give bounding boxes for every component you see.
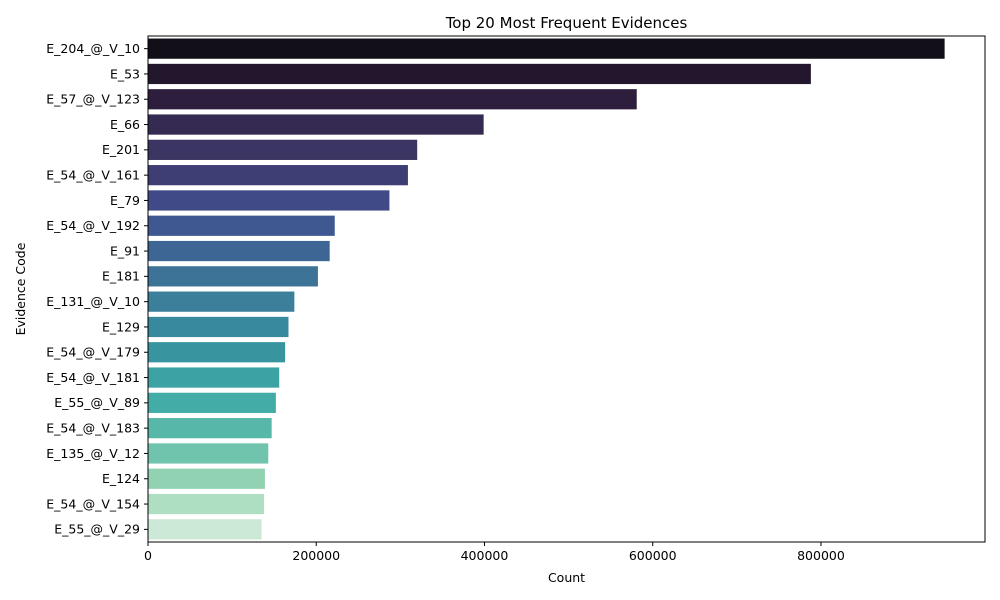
plot-area-frame xyxy=(147,35,986,543)
bar-E_91 xyxy=(148,240,330,262)
y-tick-label: E_54_@_V_179 xyxy=(46,345,140,360)
y-tick-label: E_204_@_V_10 xyxy=(46,41,140,56)
bar-E_53 xyxy=(148,63,811,85)
y-tick-label: E_131_@_V_10 xyxy=(46,294,140,309)
y-tick-label: E_91 xyxy=(110,243,140,258)
bar-E_131_@_V_10 xyxy=(148,291,295,312)
bar-E_204_@_V_10 xyxy=(148,38,945,59)
y-tick-label: E_54_@_V_161 xyxy=(46,168,140,183)
y-tick-label: E_55_@_V_29 xyxy=(54,522,140,537)
y-tick-label: E_135_@_V_12 xyxy=(46,446,140,461)
x-tick-label: 800000 xyxy=(797,548,845,563)
bar-E_181 xyxy=(148,266,318,287)
y-tick-label: E_54_@_V_192 xyxy=(46,218,140,233)
bar-E_54_@_V_154 xyxy=(148,493,265,515)
bar-E_201 xyxy=(148,139,418,160)
bar-E_79 xyxy=(148,190,390,211)
bar-E_66 xyxy=(148,114,484,135)
y-tick-label: E_66 xyxy=(110,117,140,132)
x-axis-label: Count xyxy=(548,570,585,585)
bar-E_54_@_V_192 xyxy=(148,215,335,236)
bars-group xyxy=(148,38,945,540)
bar-E_54_@_V_161 xyxy=(148,165,408,186)
y-tick-label: E_181 xyxy=(102,269,140,284)
y-tick-labels: E_204_@_V_10 E_53 E_57_@_V_123 E_66 E_201 E_5… xyxy=(46,41,148,537)
bar-E_54_@_V_183 xyxy=(148,418,272,439)
bar-E_124 xyxy=(148,468,265,489)
x-tick-label: 600000 xyxy=(629,548,677,563)
bar-E_54_@_V_179 xyxy=(148,342,286,363)
y-tick-label: E_54_@_V_183 xyxy=(46,421,140,436)
y-tick-label: E_57_@_V_123 xyxy=(46,92,140,107)
y-tick-label: E_124 xyxy=(102,471,140,486)
bar-E_54_@_V_181 xyxy=(148,367,280,388)
chart-title: Top 20 Most Frequent Evidences xyxy=(445,14,688,32)
x-tick-label: 400000 xyxy=(461,548,509,563)
bar-E_135_@_V_12 xyxy=(148,443,269,464)
bar-E_55_@_V_89 xyxy=(148,392,276,413)
x-tick-labels: 0 200000 400000 600000 800000 xyxy=(144,542,845,563)
bar-E_129 xyxy=(148,316,289,338)
y-tick-label: E_79 xyxy=(110,193,140,208)
y-tick-label: E_53 xyxy=(110,66,140,81)
bar-E_55_@_V_29 xyxy=(148,519,262,540)
y-tick-label: E_201 xyxy=(102,142,140,157)
y-tick-label: E_54_@_V_181 xyxy=(46,370,140,385)
x-tick-label: 200000 xyxy=(292,548,340,563)
y-tick-label: E_55_@_V_89 xyxy=(54,395,140,410)
bar-E_57_@_V_123 xyxy=(148,89,637,110)
y-tick-label: E_129 xyxy=(102,319,140,334)
y-axis-label: Evidence Code xyxy=(13,242,28,335)
y-tick-label: E_54_@_V_154 xyxy=(46,496,140,511)
x-tick-label: 0 xyxy=(144,548,152,563)
